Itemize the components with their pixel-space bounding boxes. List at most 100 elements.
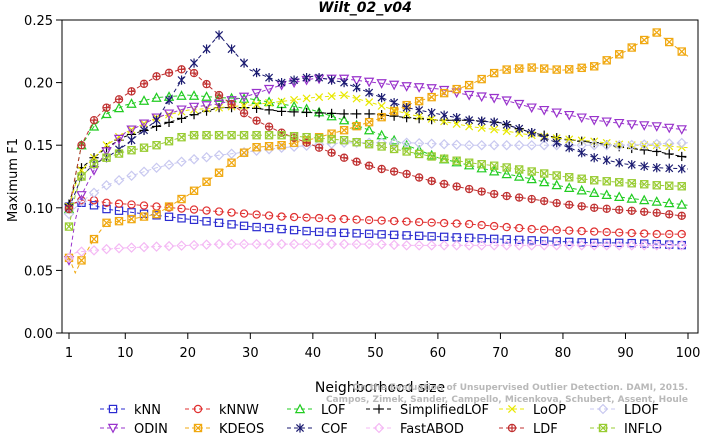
data-point-cof	[202, 44, 211, 54]
data-point-cof	[252, 67, 261, 78]
data-point-knnw	[314, 213, 324, 223]
data-point-fastabod	[438, 240, 450, 251]
data-point-fastabod	[101, 243, 112, 255]
data-point-kdeos	[102, 218, 111, 228]
legend-item-ldf: LDF	[499, 422, 558, 434]
data-point-lof	[664, 197, 675, 208]
data-point-lof	[501, 168, 512, 179]
data-point-knnw	[327, 214, 336, 223]
data-point-odin	[488, 93, 500, 104]
data-point-odin	[351, 76, 362, 86]
data-point-ldf	[314, 143, 324, 152]
data-point-cof	[440, 110, 449, 120]
data-point-cof	[615, 158, 624, 168]
data-point-ldf	[577, 202, 586, 211]
data-point-simplifiedlof	[276, 106, 287, 116]
data-point-fastabod	[626, 240, 637, 251]
data-point-inflo	[527, 167, 536, 176]
data-point-inflo	[677, 182, 686, 191]
data-point-lof	[626, 193, 637, 203]
data-point-odin	[426, 84, 437, 94]
data-point-loop	[365, 98, 374, 107]
data-point-ldf	[602, 204, 611, 214]
data-point-inflo	[314, 133, 324, 143]
data-point-knn	[189, 215, 199, 225]
data-point-ldof	[251, 145, 262, 156]
data-point-kdeos	[277, 141, 286, 150]
data-point-knnw	[565, 226, 574, 235]
data-point-ldf	[239, 108, 249, 118]
data-point-cof	[340, 78, 349, 88]
data-point-kdeos	[152, 209, 161, 219]
data-point-kdeos	[139, 212, 149, 221]
data-point-knnw	[139, 201, 149, 210]
data-point-odin	[101, 147, 112, 157]
data-point-knnw	[665, 229, 674, 239]
data-point-simplifiedlof	[389, 111, 399, 121]
data-point-lof	[363, 124, 375, 135]
x-tick-label: 80	[555, 346, 572, 361]
data-point-knn	[202, 217, 211, 226]
data-point-knnw	[439, 218, 449, 228]
data-point-cof	[290, 75, 299, 85]
data-point-loop	[427, 114, 436, 123]
data-point-odin	[626, 120, 637, 130]
data-point-ldof	[88, 187, 100, 199]
data-point-ldf	[202, 79, 211, 89]
data-point-lof	[188, 90, 200, 100]
series-line-knnw	[68, 199, 688, 235]
data-point-knnw	[364, 215, 374, 225]
data-point-cof	[352, 83, 361, 93]
data-point-knn	[527, 236, 536, 245]
data-point-odin	[526, 103, 537, 114]
data-point-odin	[338, 74, 350, 85]
data-point-inflo	[189, 130, 199, 140]
data-point-inflo	[202, 130, 211, 140]
data-point-ldf	[389, 167, 399, 176]
data-point-cof	[465, 115, 474, 125]
data-point-fastabod	[601, 240, 612, 251]
data-point-kdeos	[615, 50, 624, 59]
data-point-knn	[414, 231, 424, 241]
data-point-cof	[215, 30, 224, 40]
data-point-ldf	[127, 87, 136, 96]
legend-item-fastabod: FastABOD	[366, 422, 464, 434]
data-point-fastabod	[113, 243, 125, 254]
series-lof	[63, 90, 689, 214]
data-point-fastabod	[201, 239, 212, 250]
data-point-ldf	[590, 203, 599, 212]
data-point-lof	[589, 187, 600, 197]
data-point-simplifiedlof	[264, 105, 274, 115]
legend-label-loop: LoOP	[533, 403, 566, 418]
data-point-odin	[363, 77, 375, 88]
data-point-knnw	[289, 212, 299, 222]
data-point-knnw	[339, 214, 349, 224]
data-point-fastabod	[176, 240, 187, 251]
data-point-inflo	[640, 180, 649, 189]
data-point-kdeos	[539, 64, 549, 73]
data-point-odin	[476, 92, 487, 103]
data-point-knn	[327, 228, 336, 237]
data-point-ldof	[451, 139, 462, 150]
data-point-ldf	[302, 138, 311, 147]
data-point-lof	[651, 196, 662, 206]
data-point-inflo	[665, 181, 674, 190]
y-tick-label: 0.25	[24, 14, 53, 29]
legend-marker-inflo	[598, 423, 608, 433]
data-point-knnw	[102, 198, 111, 207]
data-point-fastabod	[238, 238, 250, 250]
data-point-knn	[477, 234, 486, 243]
series-ldof	[63, 137, 689, 220]
data-point-knnw	[427, 218, 436, 227]
data-point-cof	[577, 148, 586, 158]
data-point-odin	[176, 105, 187, 116]
data-point-inflo	[514, 165, 524, 174]
data-point-simplifiedlof	[176, 113, 187, 124]
data-point-loop	[502, 127, 511, 136]
data-point-knn	[289, 225, 299, 235]
data-point-odin	[263, 84, 275, 95]
data-point-cof	[490, 117, 499, 127]
data-point-loop	[477, 123, 486, 132]
data-point-simplifiedlof	[339, 109, 349, 119]
data-point-cof	[327, 75, 336, 85]
